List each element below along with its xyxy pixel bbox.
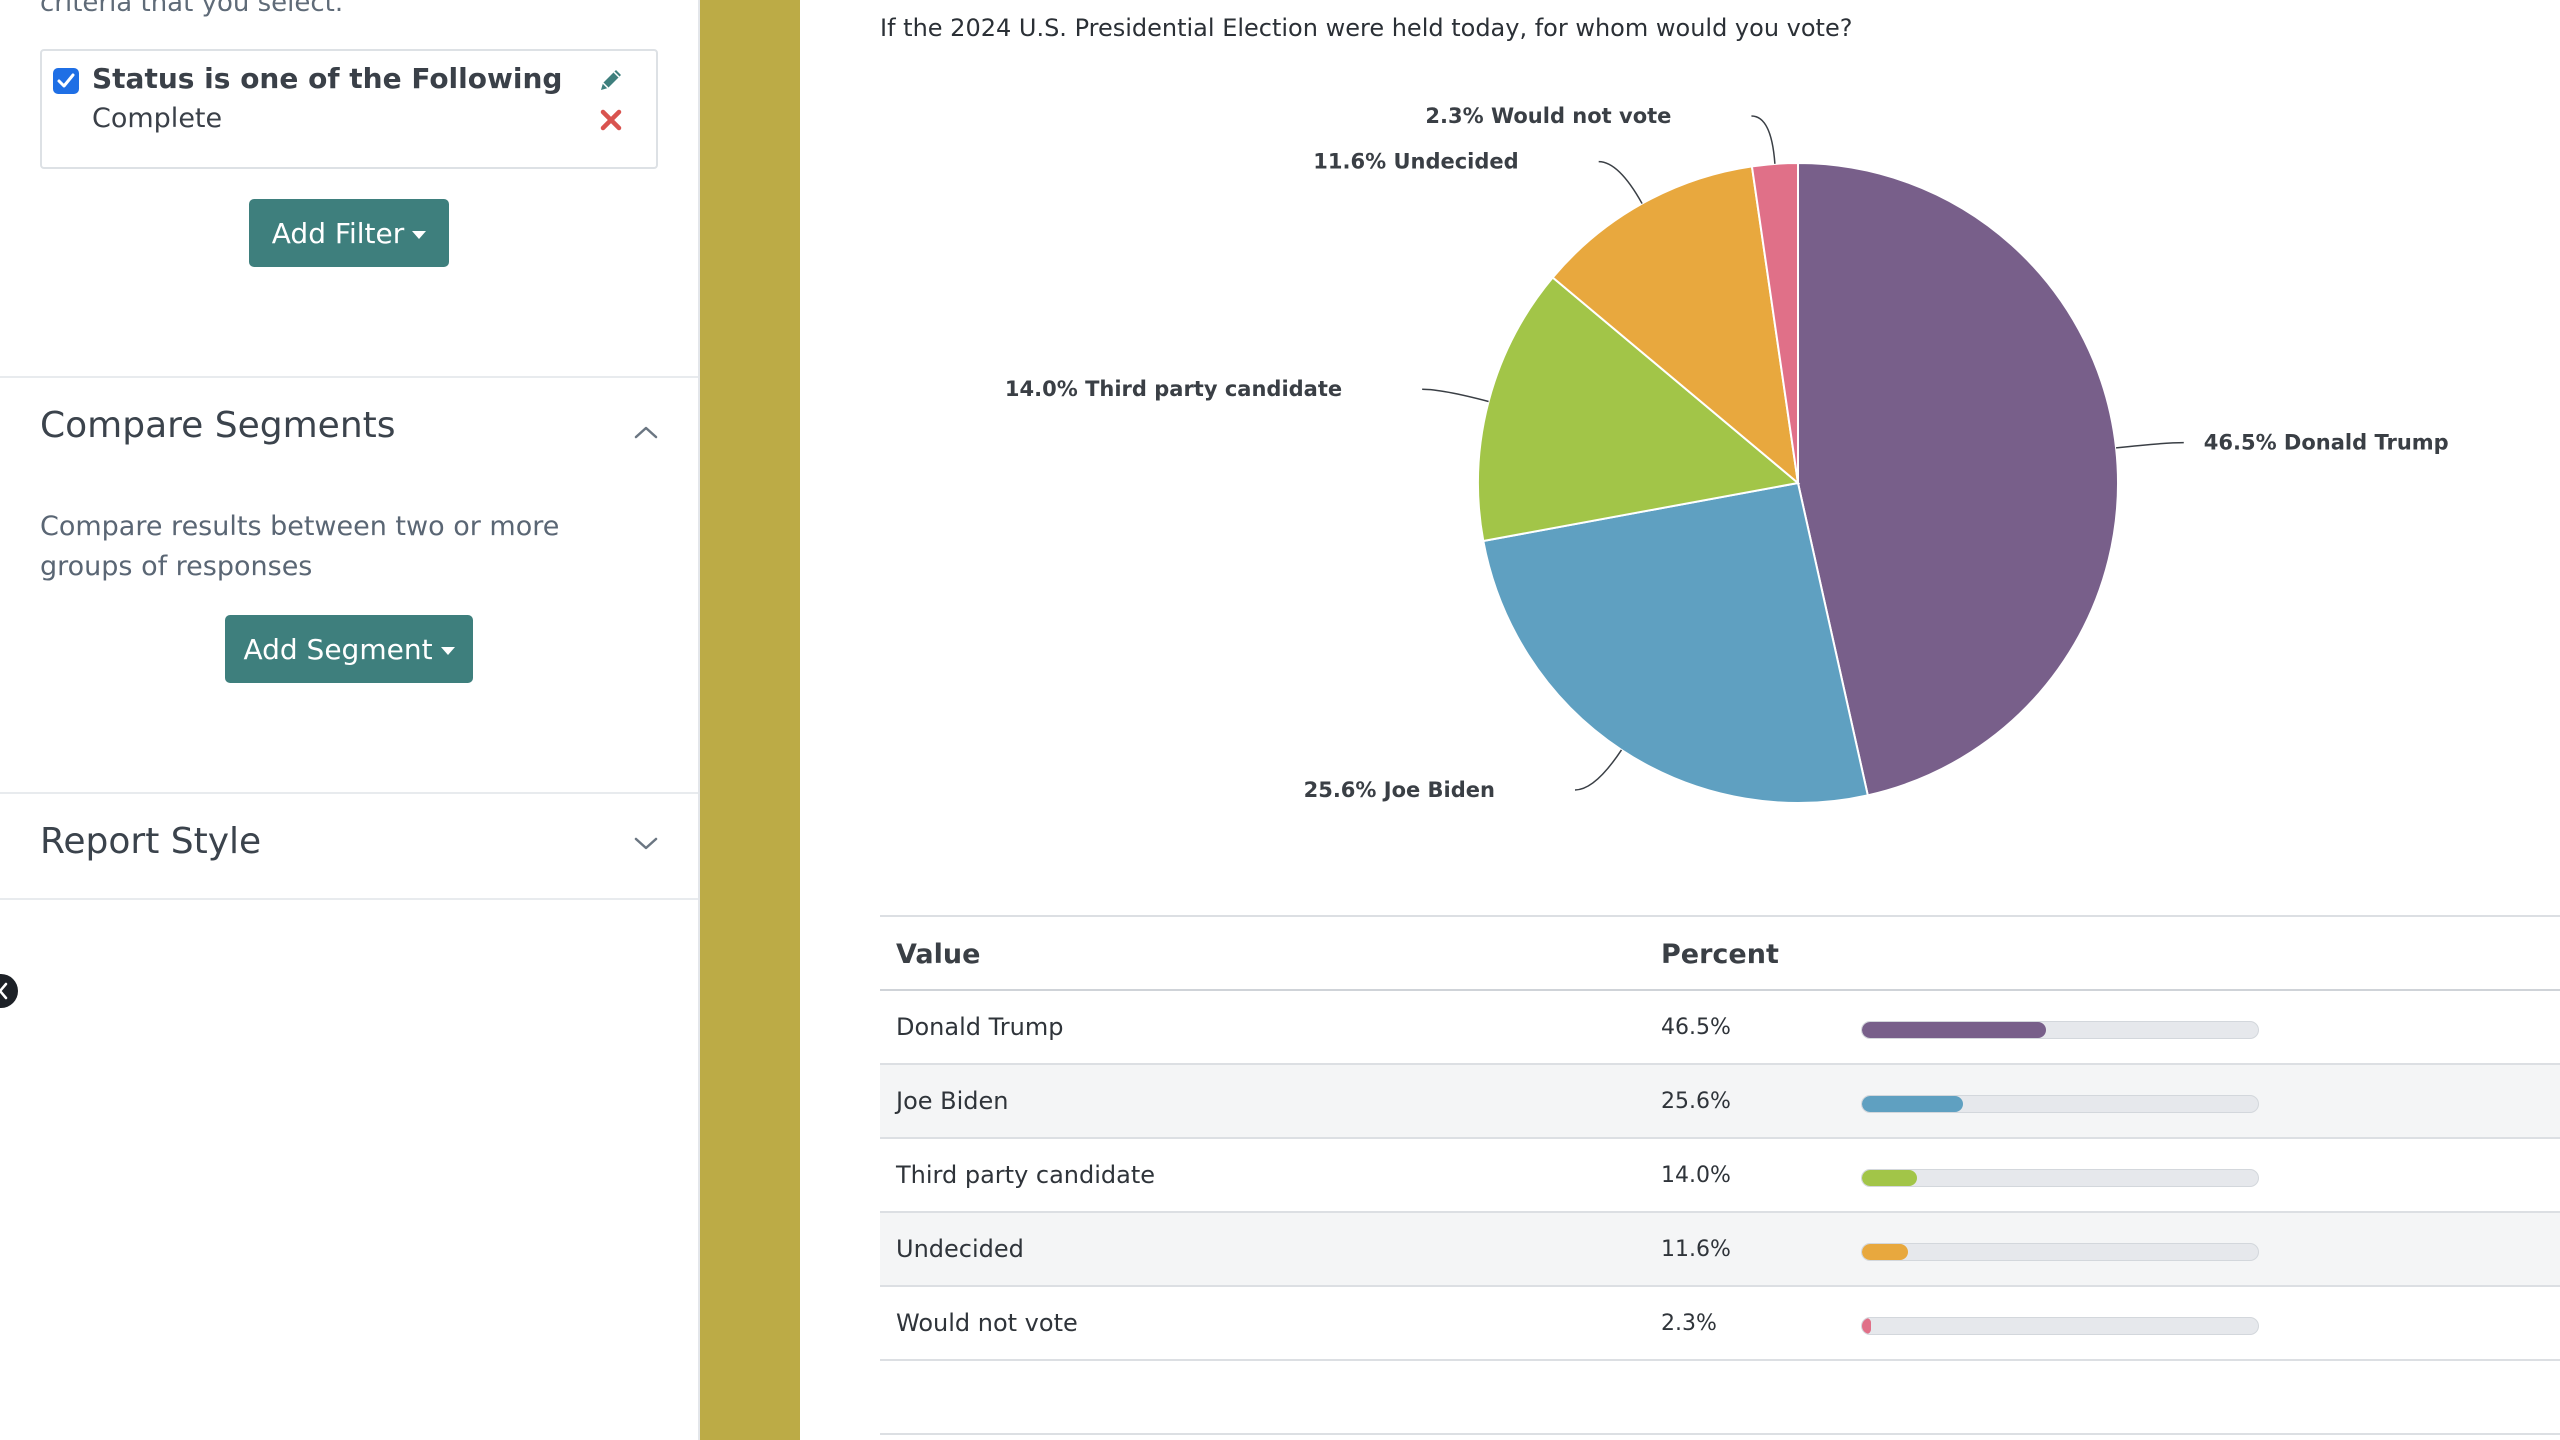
column-header-value: Value (896, 939, 981, 970)
table-header: Value Percent (880, 917, 2560, 991)
checkmark-icon (57, 73, 75, 88)
pie-slice-label: 46.5% Donald Trump (2204, 431, 2449, 455)
row-value: Third party candidate (896, 1161, 1156, 1189)
percent-bar-track (1861, 1243, 2259, 1261)
percent-bar-fill (1862, 1244, 1908, 1260)
chevron-up-icon[interactable] (634, 424, 658, 440)
filter-sidebar: criteria that you select. Status is one … (0, 0, 698, 1440)
pie-leader-line (1751, 115, 1776, 164)
pie-slices (1477, 161, 2119, 804)
pie-slice[interactable] (1482, 481, 1870, 804)
chevron-down-icon[interactable] (634, 836, 658, 852)
sidebar-border (698, 0, 700, 1440)
collapse-sidebar-button[interactable] (0, 974, 18, 1008)
question-text: If the 2024 U.S. Presidential Election w… (880, 14, 1853, 42)
pie-labels: 46.5% Donald Trump 25.6% Joe Biden 14.0% T… (1005, 104, 2449, 802)
filter-value: Complete (92, 103, 223, 134)
table-bottom-line (880, 1433, 2560, 1435)
pie-leader-lines (1422, 115, 2184, 791)
filter-card: Status is one of the Following Complete (40, 49, 658, 169)
table-row: Third party candidate 14.0% (880, 1139, 2560, 1213)
pie-chart: 46.5% Donald Trump 25.6% Joe Biden 14.0% T… (1005, 104, 2449, 804)
section-divider (0, 898, 698, 900)
pie-leader-line (1598, 160, 1643, 204)
percent-bar-track (1861, 1317, 2259, 1335)
pie-slice-label: 25.6% Joe Biden (1304, 778, 1495, 802)
report-content: If the 2024 U.S. Presidential Election w… (800, 0, 2560, 1440)
pie-slice-label: 2.3% Would not vote (1425, 104, 1671, 128)
pie-slice[interactable] (1750, 161, 1799, 484)
add-filter-label: Add Filter (271, 216, 405, 250)
pencil-icon[interactable] (596, 65, 626, 95)
pie-slice[interactable] (1551, 165, 1800, 486)
compare-segments-title[interactable]: Compare Segments (40, 405, 396, 446)
pie-slice[interactable] (1477, 276, 1801, 543)
pie-leader-line (1422, 388, 1489, 403)
caret-down-icon (440, 647, 455, 655)
row-percent: 2.3% (1661, 1311, 1717, 1336)
section-divider (0, 792, 698, 794)
column-header-percent: Percent (1661, 939, 1779, 970)
table-row: Would not vote 2.3% (880, 1287, 2560, 1361)
add-segment-label: Add Segment (243, 632, 433, 666)
row-percent: 14.0% (1661, 1163, 1731, 1188)
percent-bar-track (1861, 1021, 2259, 1039)
add-segment-button[interactable]: Add Segment (225, 615, 473, 683)
percent-bar-track (1861, 1169, 2259, 1187)
pie-leader-line (2115, 441, 2184, 449)
row-percent: 11.6% (1661, 1237, 1731, 1262)
percent-bar-track (1861, 1095, 2259, 1113)
row-value: Donald Trump (896, 1013, 1064, 1041)
percent-bar-fill (1862, 1096, 1964, 1112)
caret-down-icon (412, 231, 427, 239)
close-icon[interactable] (598, 107, 624, 133)
row-value: Joe Biden (896, 1087, 1009, 1115)
filter-title: Status is one of the Following (92, 62, 563, 95)
row-value: Undecided (896, 1235, 1024, 1263)
percent-bar-fill (1862, 1022, 2047, 1038)
pie-slice-label: 11.6% Undecided (1313, 150, 1518, 174)
row-percent: 46.5% (1661, 1015, 1731, 1040)
section-divider (0, 376, 698, 378)
divider-strip (700, 0, 800, 1440)
pie-slice[interactable] (1797, 161, 2119, 797)
chevron-left-icon (0, 982, 8, 1000)
compare-segments-description: Compare results between two or more grou… (40, 511, 560, 582)
table-row: Undecided 11.6% (880, 1213, 2560, 1287)
row-percent: 25.6% (1661, 1089, 1731, 1114)
add-filter-button[interactable]: Add Filter (249, 199, 449, 267)
report-style-title[interactable]: Report Style (40, 821, 262, 862)
pie-leader-line (1574, 749, 1623, 791)
filter-intro-text: criteria that you select. (40, 0, 344, 18)
filter-checkbox[interactable] (53, 68, 79, 94)
percent-bar-fill (1862, 1318, 1872, 1334)
table-top-line (880, 915, 2560, 917)
pie-slice-label: 14.0% Third party candidate (1005, 377, 1342, 401)
row-value: Would not vote (896, 1309, 1078, 1337)
percent-bar-fill (1862, 1170, 1918, 1186)
table-row: Donald Trump 46.5% (880, 991, 2560, 1065)
table-row: Joe Biden 25.6% (880, 1065, 2560, 1139)
